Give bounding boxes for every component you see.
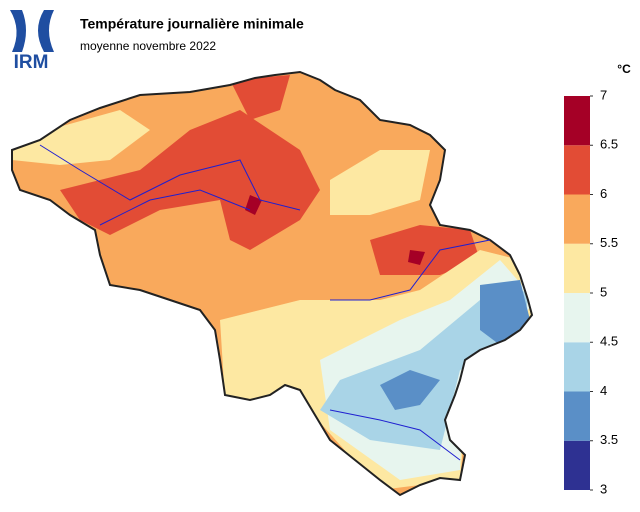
title: Température journalière minimale [80,16,304,32]
colorbar-tick-label: 5 [600,284,607,299]
colorbar-tick-label: 7 [600,87,607,102]
rivers [39,144,491,461]
colorbar-bin [564,293,590,343]
colorbar-tick-label: 6 [600,186,607,201]
colorbar-bin [564,145,590,195]
subtitle: moyenne novembre 2022 [80,39,216,53]
colorbar-tick-label: 3.5 [600,432,618,447]
country-border [11,70,534,497]
colorbar-tick-label: 3 [600,481,607,496]
colorbar-tick-label: 6.5 [600,137,618,152]
colorbar-bin [564,391,590,441]
logo-text: IRM [14,52,49,73]
colorbar-bin [564,96,590,146]
unit-label: °C [617,62,631,76]
colorbar-bin [564,440,590,490]
colorbar-bin [564,194,590,244]
colorbar: 3 3.5 4 4.5 5 5.5 6 6.5 7 [564,87,618,496]
colorbar-tick-label: 5.5 [600,235,618,250]
colorbar-tick-label: 4 [600,383,607,398]
logo: IRM [10,10,54,73]
temperature-map [12,72,532,495]
colorbar-tick-label: 4.5 [600,334,618,349]
colorbar-bin [564,342,590,392]
colorbar-bin [564,243,590,293]
